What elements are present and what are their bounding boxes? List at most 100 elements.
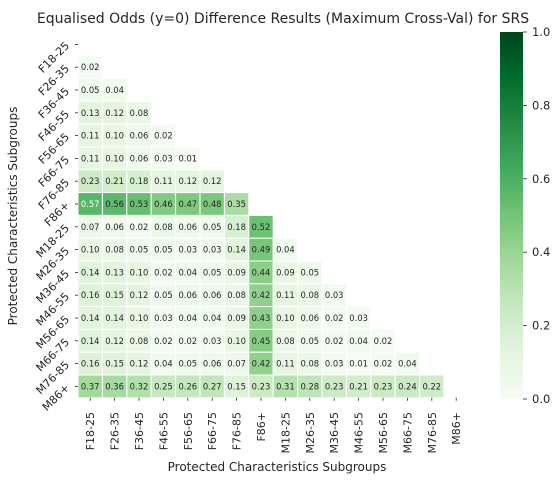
cell-value-label: 0.03 xyxy=(325,359,344,369)
y-axis-label: Protected Characteristics Subgroups xyxy=(6,107,20,326)
cell-value-label: 0.14 xyxy=(81,267,100,277)
x-tick-label: M76-85 xyxy=(426,412,439,453)
cell-value-label: 0.36 xyxy=(105,381,124,391)
cell-value-label: 0.06 xyxy=(130,153,149,163)
cell-value-label: 0.06 xyxy=(178,222,197,232)
cell-value-label: 0.44 xyxy=(252,267,271,277)
cell-value-label: 0.08 xyxy=(300,359,319,369)
cell-value-label: 0.11 xyxy=(81,131,100,141)
cell-value-label: 0.03 xyxy=(178,245,197,255)
cell-value-label: 0.32 xyxy=(130,381,149,391)
cell-value-label: 0.04 xyxy=(178,267,197,277)
cell-value-label: 0.56 xyxy=(105,199,124,209)
cell-value-label: 0.23 xyxy=(374,381,393,391)
cell-value-label: 0.13 xyxy=(81,108,100,118)
cell-value-label: 0.27 xyxy=(203,381,222,391)
cell-value-label: 0.16 xyxy=(81,290,100,300)
cell-value-label: 0.53 xyxy=(130,199,149,209)
cell-value-label: 0.14 xyxy=(81,336,100,346)
cell-value-label: 0.06 xyxy=(130,131,149,141)
x-tick-label: F66-75 xyxy=(206,412,219,450)
cell-value-label: 0.21 xyxy=(105,176,124,186)
cell-value-label: 0.08 xyxy=(227,290,246,300)
cell-value-label: 0.14 xyxy=(105,313,124,323)
cell-value-label: 0.12 xyxy=(105,108,124,118)
cell-value-label: 0.14 xyxy=(81,313,100,323)
cell-value-label: 0.07 xyxy=(227,359,246,369)
x-tick-label: M36-45 xyxy=(328,412,341,453)
colorbar-gradient xyxy=(500,32,523,399)
x-tick-label: M26-35 xyxy=(304,412,317,453)
cell-value-label: 0.05 xyxy=(154,290,173,300)
cell-value-label: 0.05 xyxy=(203,222,222,232)
cell-value-label: 0.02 xyxy=(130,222,149,232)
cell-value-label: 0.15 xyxy=(227,381,246,391)
cell-value-label: 0.04 xyxy=(398,359,417,369)
cell-value-label: 0.02 xyxy=(154,336,173,346)
x-axis-label: Protected Characteristics Subgroups xyxy=(168,460,387,474)
cell-value-label: 0.23 xyxy=(252,381,271,391)
cell-value-label: 0.04 xyxy=(154,359,173,369)
cell-value-label: 0.23 xyxy=(325,381,344,391)
x-tick-label: M86+ xyxy=(450,412,463,445)
cell-value-label: 0.08 xyxy=(276,336,295,346)
cell-value-label: 0.05 xyxy=(203,267,222,277)
cell-value-label: 0.08 xyxy=(130,336,149,346)
cell-value-label: 0.05 xyxy=(300,267,319,277)
cell-value-label: 0.08 xyxy=(300,290,319,300)
cell-value-label: 0.03 xyxy=(154,153,173,163)
cell-value-label: 0.02 xyxy=(154,267,173,277)
cell-value-label: 0.52 xyxy=(252,222,271,232)
cell-value-label: 0.02 xyxy=(374,336,393,346)
x-tick-label: M46-55 xyxy=(353,412,366,453)
cell-value-label: 0.25 xyxy=(154,381,173,391)
cell-value-label: 0.10 xyxy=(81,245,100,255)
cell-value-label: 0.02 xyxy=(325,313,344,323)
cell-value-label: 0.04 xyxy=(178,313,197,323)
colorbar-tick-label: 0.6 xyxy=(532,172,550,186)
colorbar-tick-label: 0.0 xyxy=(532,392,550,406)
cell-value-label: 0.47 xyxy=(178,199,197,209)
cell-value-label: 0.05 xyxy=(178,359,197,369)
cell-value-label: 0.45 xyxy=(252,336,271,346)
cell-value-label: 0.21 xyxy=(349,381,368,391)
colorbar-tick-label: 0.8 xyxy=(532,98,550,112)
cell-value-label: 0.05 xyxy=(81,85,100,95)
x-tick-label: M66-75 xyxy=(401,412,414,453)
cell-value-label: 0.09 xyxy=(227,313,246,323)
cell-value-label: 0.02 xyxy=(178,336,197,346)
cell-value-label: 0.31 xyxy=(276,381,295,391)
cell-value-label: 0.10 xyxy=(130,267,149,277)
cell-value-labels: 0.02 0.05 0.04 0.13 0.12 0.08 0.11 0.10 0.06 0.02… xyxy=(81,62,441,391)
cell-value-label: 0.48 xyxy=(203,199,222,209)
cell-value-label: 0.06 xyxy=(203,290,222,300)
cell-value-label: 0.08 xyxy=(130,108,149,118)
x-tick-label: M18-25 xyxy=(279,412,292,453)
x-tick-label: F18-25 xyxy=(84,412,97,450)
cell-value-label: 0.57 xyxy=(81,199,100,209)
cell-value-label: 0.16 xyxy=(81,359,100,369)
cell-value-label: 0.23 xyxy=(81,176,100,186)
cell-value-label: 0.12 xyxy=(130,290,149,300)
cell-value-label: 0.03 xyxy=(325,290,344,300)
x-tick-label: M56-65 xyxy=(377,412,390,453)
cell-value-label: 0.46 xyxy=(154,199,173,209)
cell-value-label: 0.12 xyxy=(130,359,149,369)
cell-value-label: 0.49 xyxy=(252,245,271,255)
x-tick-label: F76-85 xyxy=(231,412,244,450)
cell-value-label: 0.10 xyxy=(130,313,149,323)
cell-value-label: 0.11 xyxy=(276,290,295,300)
x-tick-label: F46-55 xyxy=(157,412,170,450)
cell-value-label: 0.10 xyxy=(227,336,246,346)
heatmap-cells xyxy=(77,55,445,399)
cell-value-label: 0.10 xyxy=(105,153,124,163)
cell-value-label: 0.11 xyxy=(276,359,295,369)
cell-value-label: 0.03 xyxy=(203,245,222,255)
cell-value-label: 0.43 xyxy=(252,313,271,323)
cell-value-label: 0.18 xyxy=(130,176,149,186)
colorbar-tick-label: 0.4 xyxy=(532,245,550,259)
cell-value-label: 0.18 xyxy=(227,222,246,232)
cell-value-label: 0.42 xyxy=(252,359,271,369)
cell-value-label: 0.07 xyxy=(81,222,100,232)
